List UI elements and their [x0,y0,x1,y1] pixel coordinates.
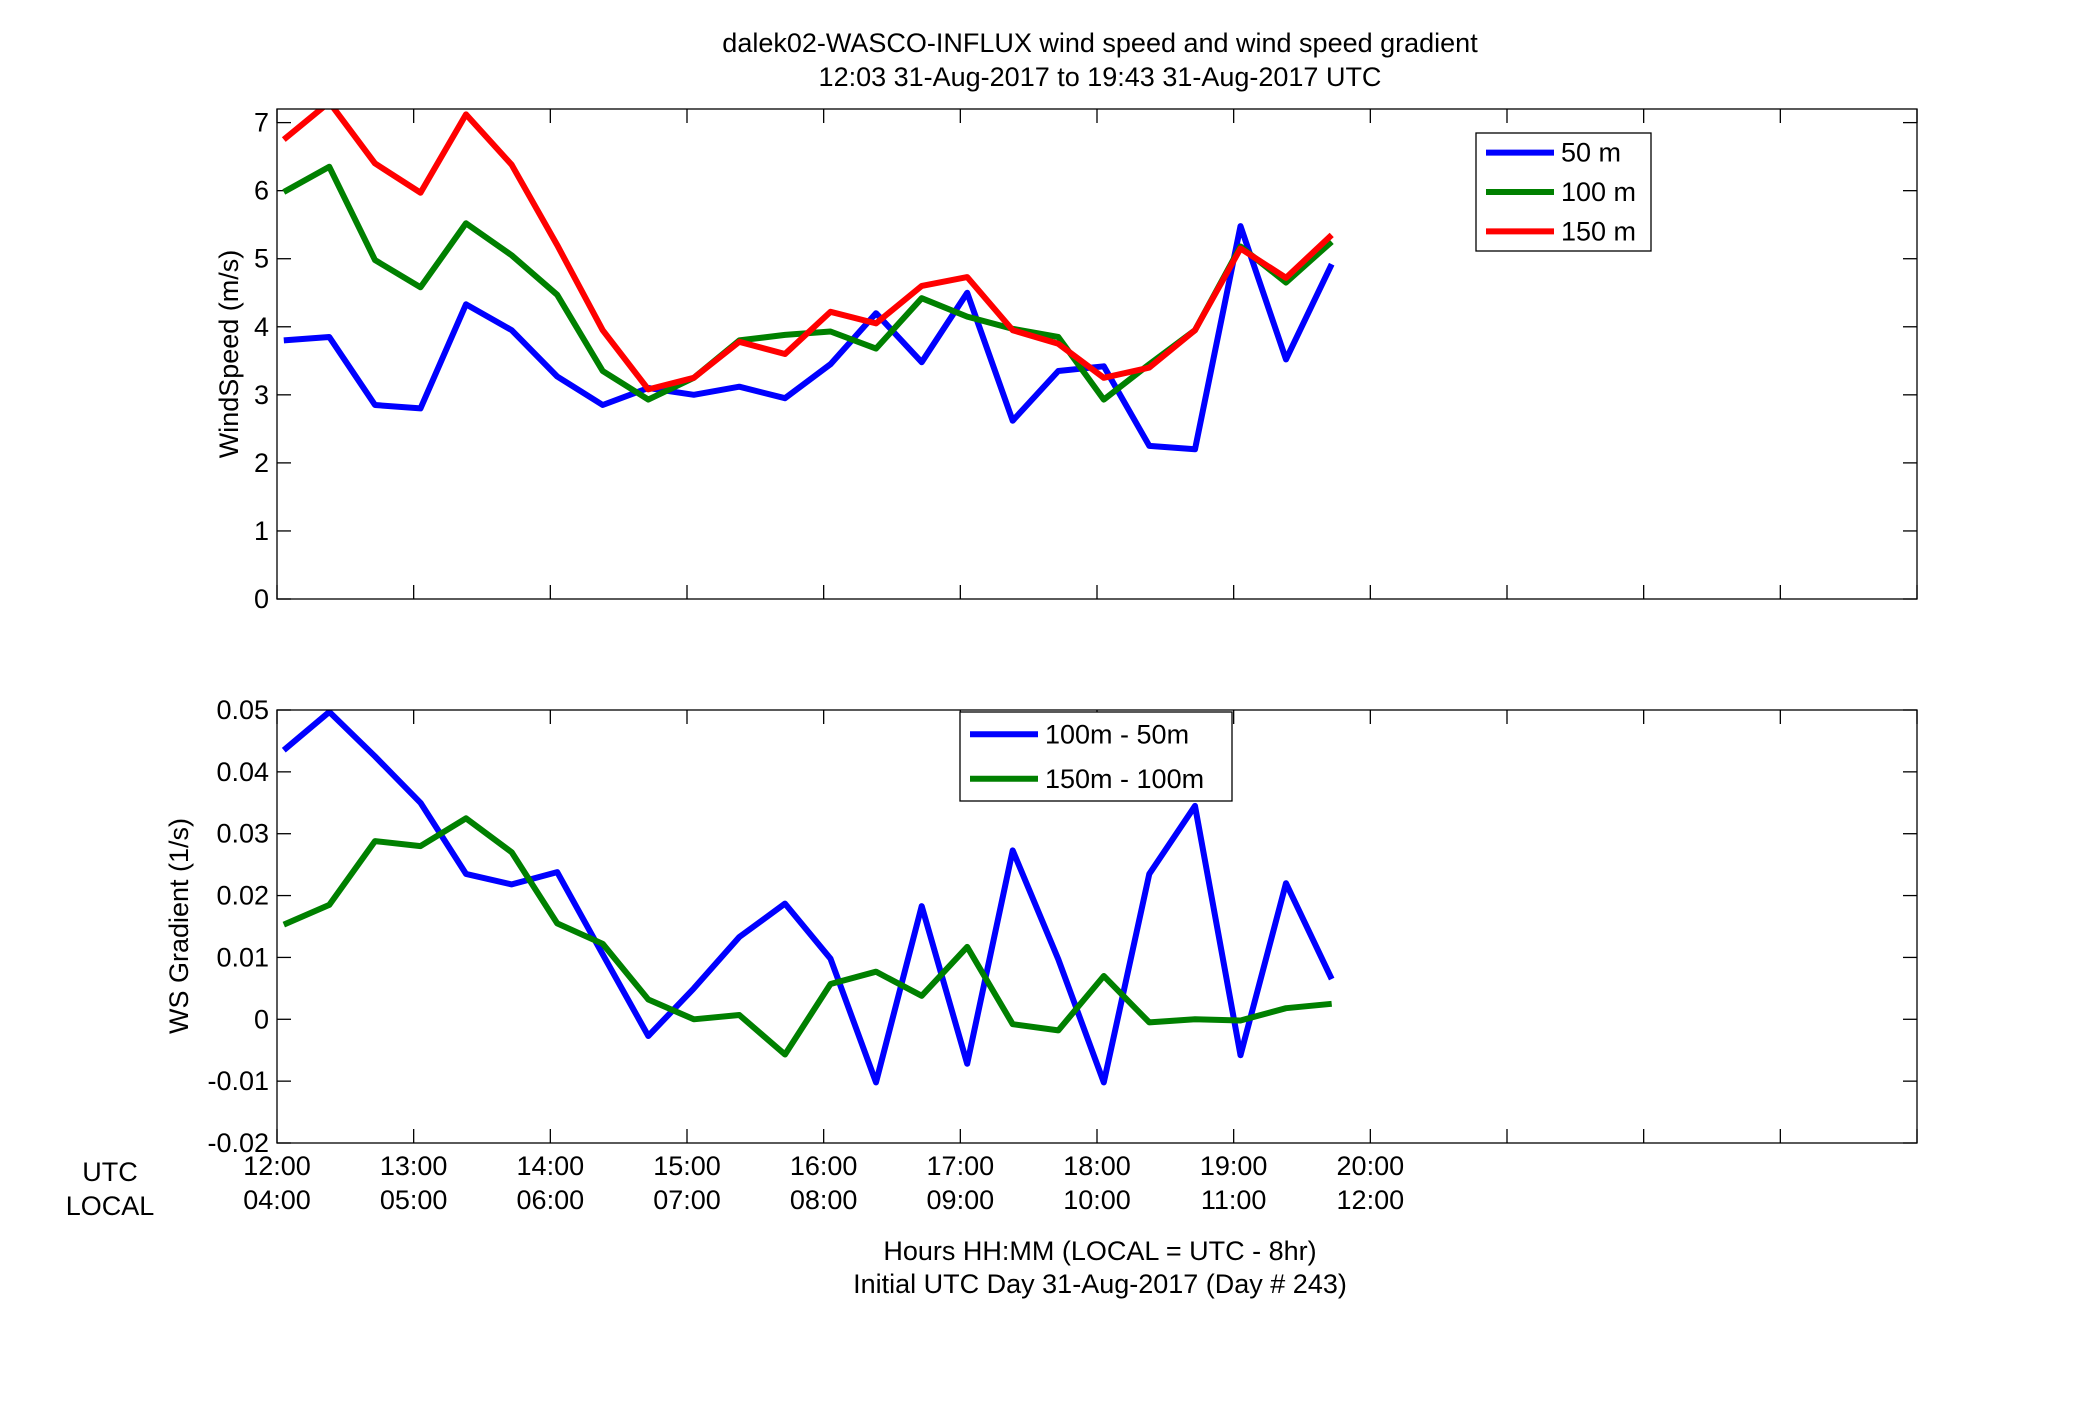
x-tick-label-utc: 16:00 [790,1151,858,1181]
x-tick-label-local: 09:00 [927,1185,995,1215]
y-tick-label: 1 [254,516,269,546]
y-tick-label: 0.01 [216,942,269,972]
y-tick-label: -0.01 [207,1066,269,1096]
x-tick-label-utc: 19:00 [1200,1151,1268,1181]
series-line-150-m [281,109,1334,393]
y-tick-label: 0 [254,1004,269,1034]
x-tick-label-local: 05:00 [380,1185,448,1215]
y-tick-label: 6 [254,176,269,206]
x-tick-label-local: 08:00 [790,1185,858,1215]
gradient-panel: -0.02 -0.01 0 0.01 0.02 0.03 0.04 0.05 WS Gradi… [164,695,1918,1158]
windspeed-panel: 0 1 2 3 4 5 6 7 WindSpeed (m/s) 50 m 100 m 150 m [214,108,1918,614]
chart-subtitle: 12:03 31-Aug-2017 to 19:43 31-Aug-2017 U… [819,62,1382,92]
windspeed-y-axis-label: WindSpeed (m/s) [214,250,244,459]
windspeed-series [281,109,1335,453]
y-tick-label: 0.03 [216,819,269,849]
x-tick-label-utc: 15:00 [653,1151,721,1181]
legend-label: 100m - 50m [1045,719,1189,749]
x-tick-label-local: 04:00 [243,1185,311,1215]
windspeed-axes-box [276,108,1918,600]
x-tick-label-local: 12:00 [1337,1185,1405,1215]
gradient-y-axis-label: WS Gradient (1/s) [164,818,194,1034]
gradient-ticks: -0.02 -0.01 0 0.01 0.02 0.03 0.04 0.05 [207,695,1918,1158]
legend-label: 50 m [1561,138,1621,168]
y-tick-label: 7 [254,108,269,138]
utc-row-label: UTC [82,1157,138,1187]
x-axis-sublabel: Initial UTC Day 31-Aug-2017 (Day # 243) [853,1269,1347,1299]
gradient-series [281,710,1335,1086]
x-tick-label-local: 11:00 [1201,1185,1267,1215]
legend-box [959,711,1233,802]
x-tick-label-local: 07:00 [653,1185,721,1215]
x-tick-label-local: 06:00 [517,1185,585,1215]
gradient-legend: 100m - 50m 150m - 100m [959,711,1233,802]
x-tick-label-utc: 18:00 [1063,1151,1131,1181]
x-tick-label-utc: 12:00 [243,1151,311,1181]
chart-title: dalek02-WASCO-INFLUX wind speed and wind… [722,28,1478,58]
series-line-100m---50m [281,710,1335,1086]
legend-label: 150 m [1561,216,1636,246]
x-tick-labels: 12:00 04:00 13:00 05:00 14:00 06:00 15:00 07:00… [243,1151,1404,1215]
legend-label: 150m - 100m [1045,764,1204,794]
y-tick-label: 0.05 [216,695,269,725]
y-tick-label: 0.02 [216,881,269,911]
y-tick-label: 5 [254,244,269,274]
y-tick-label: 2 [254,448,269,478]
series-line-150m---100m [282,815,1332,1058]
gradient-axes-box [276,709,1918,1144]
local-row-label: LOCAL [66,1191,155,1221]
y-tick-label: 3 [254,380,269,410]
x-axis-label: Hours HH:MM (LOCAL = UTC - 8hr) [883,1236,1316,1266]
y-tick-label: 4 [254,312,269,342]
windspeed-ticks: 0 1 2 3 4 5 6 7 [254,108,1918,614]
legend-label: 100 m [1561,177,1636,207]
x-tick-label-utc: 20:00 [1337,1151,1405,1181]
y-tick-label: 0 [254,584,269,614]
x-tick-label-utc: 17:00 [927,1151,995,1181]
x-tick-label-local: 10:00 [1063,1185,1131,1215]
windspeed-legend: 50 m 100 m 150 m [1475,132,1652,252]
y-tick-label: -0.02 [207,1128,269,1158]
series-line-50-m [283,223,1335,453]
y-tick-label: 0.04 [216,757,269,787]
x-tick-label-utc: 13:00 [380,1151,448,1181]
x-tick-label-utc: 14:00 [517,1151,585,1181]
